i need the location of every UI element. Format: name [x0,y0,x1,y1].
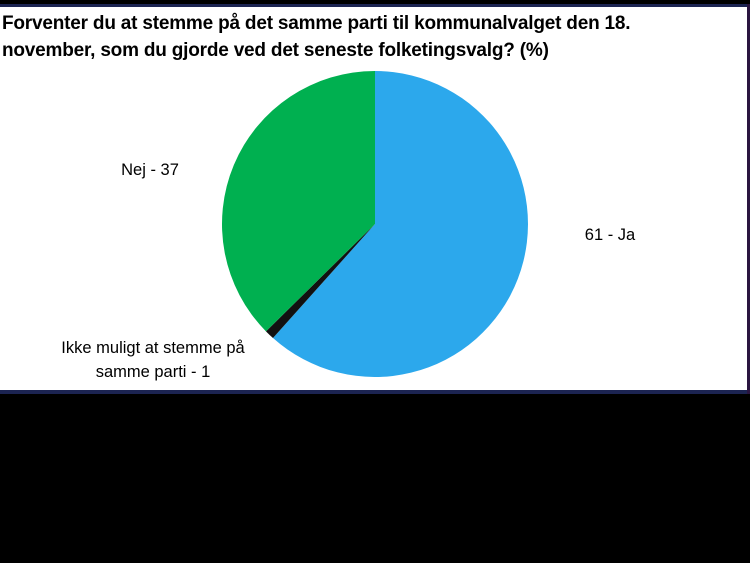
slice-label-ikke-muligt: Ikke muligt at stemme på samme parti - 1 [38,336,268,384]
pie-chart [221,71,528,377]
slice-label-nej: Nej - 37 [121,161,179,179]
chart-title-line-2: november, som du gjorde ved det seneste … [2,40,549,61]
top-black-band [0,0,750,4]
chart-title-line-1: Forventer du at stemme på det samme part… [2,13,631,34]
slice-label-ikke-line-2: samme parti - 1 [95,363,211,381]
slice-label-ikke-line-1: Ikke muligt at stemme på [61,339,245,357]
slice-label-ja: 61 - Ja [584,226,636,244]
top-navy-rule [0,4,747,7]
bottom-navy-rule [0,390,747,394]
bottom-black-area [0,394,750,563]
pie-slice-ikke [265,224,375,339]
chart-title: Forventer du at stemme på det samme part… [2,10,742,64]
pie-slice-ja [272,71,528,377]
pie-slice-nej [221,71,375,332]
right-edge-border [747,4,750,394]
